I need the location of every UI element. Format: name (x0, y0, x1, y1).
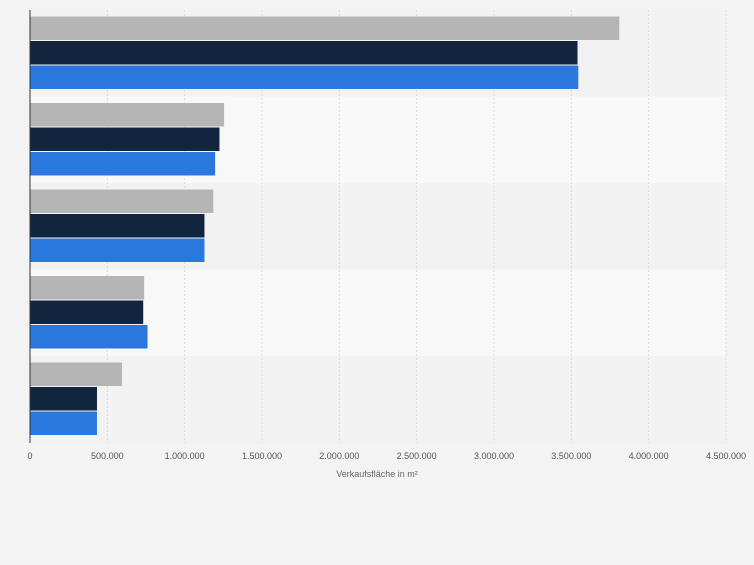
x-axis-label: Verkaufsfläche in m² (336, 469, 418, 479)
bars (30, 16, 620, 435)
bar (30, 152, 216, 176)
x-tick-label: 0 (27, 451, 32, 461)
x-tick-label: 500.000 (91, 451, 124, 461)
bar (30, 387, 97, 411)
category-bands (30, 10, 726, 443)
bar (30, 411, 97, 435)
x-tick-label: 4.000.000 (629, 451, 669, 461)
x-tick-label: 1.000.000 (165, 451, 205, 461)
bar (30, 325, 148, 349)
x-tick-label: 3.500.000 (551, 451, 591, 461)
category-band (30, 356, 726, 443)
bar (30, 16, 620, 40)
bar (30, 238, 205, 262)
bar (30, 41, 578, 65)
bar (30, 189, 214, 213)
bar (30, 276, 145, 300)
bar (30, 65, 579, 89)
x-tick-label: 3.000.000 (474, 451, 514, 461)
x-tick-label: 1.500.000 (242, 451, 282, 461)
x-tick-label: 4.500.000 (706, 451, 746, 461)
x-tick-label: 2.000.000 (319, 451, 359, 461)
bar (30, 103, 225, 127)
x-tick-labels: 0 500.000 1.000.000 1.500.000 2.000.000 2.500… (27, 451, 746, 461)
bar (30, 300, 144, 324)
bar (30, 214, 205, 238)
bar (30, 362, 123, 386)
x-tick-label: 2.500.000 (397, 451, 437, 461)
bar (30, 127, 220, 151)
